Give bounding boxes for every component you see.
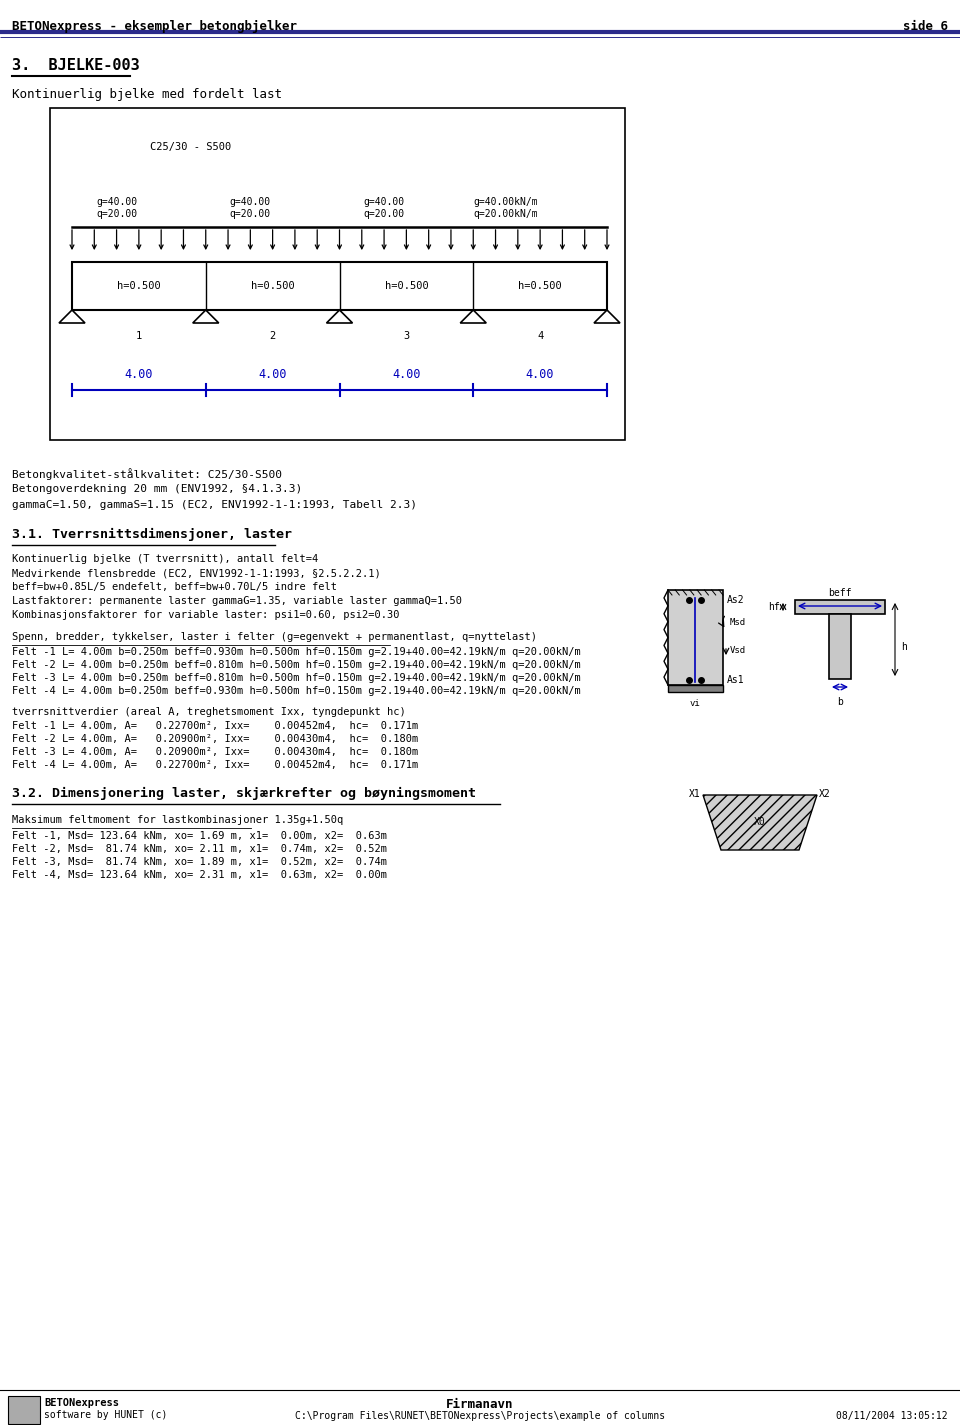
Text: vi: vi [689,700,701,708]
Text: g=40.00
q=20.00: g=40.00 q=20.00 [364,197,405,218]
Bar [8,1396,40,1424]
Text: Spenn, bredder, tykkelser, laster i felter (g=egenvekt + permanentlast, q=nyttel: Spenn, bredder, tykkelser, laster i felt… [12,633,537,643]
Text: 2: 2 [270,331,276,341]
Bar [829,614,851,678]
Text: beff: beff [828,589,852,598]
Text: Felt -2 L= 4.00m b=0.250m beff=0.810m h=0.500m hf=0.150m g=2.19+40.00=42.19kN/m : Felt -2 L= 4.00m b=0.250m beff=0.810m h=… [12,660,581,670]
Text: BETONexpress - eksempler betongbjelker: BETONexpress - eksempler betongbjelker [12,20,297,33]
Text: g=40.00
q=20.00: g=40.00 q=20.00 [96,197,137,218]
Polygon shape [59,311,85,323]
Text: BETONexpress: BETONexpress [44,1398,119,1408]
Text: Felt -1 L= 4.00m, A=   0.22700m², Ixx=    0.00452m4,  hc=  0.171m: Felt -1 L= 4.00m, A= 0.22700m², Ixx= 0.0… [12,721,419,731]
Text: 4.00: 4.00 [125,368,154,380]
Text: Felt -4, Msd= 123.64 kNm, xo= 2.31 m, x1=  0.63m, x2=  0.00m: Felt -4, Msd= 123.64 kNm, xo= 2.31 m, x1… [12,871,387,881]
Text: Kombinasjonsfaktorer for variable laster: psi1=0.60, psi2=0.30: Kombinasjonsfaktorer for variable laster… [12,610,399,620]
Text: 1: 1 [135,331,142,341]
Text: Felt -3 L= 4.00m b=0.250m beff=0.810m h=0.500m hf=0.150m g=2.19+40.00=42.19kN/m : Felt -3 L= 4.00m b=0.250m beff=0.810m h=… [12,673,581,683]
Text: Betongkvalitet-stålkvalitet: C25/30-S500: Betongkvalitet-stålkvalitet: C25/30-S500 [12,467,282,480]
Text: 3.1. Tverrsnittsdimensjoner, laster: 3.1. Tverrsnittsdimensjoner, laster [12,529,292,542]
Text: X1: X1 [689,789,701,799]
Text: 4.00: 4.00 [392,368,420,380]
Text: h=0.500: h=0.500 [518,281,562,291]
Text: beff=bw+0.85L/5 endefelt, beff=bw+0.70L/5 indre felt: beff=bw+0.85L/5 endefelt, beff=bw+0.70L/… [12,581,337,591]
Text: Kontinuerlig bjelke (T tverrsnitt), antall felt=4: Kontinuerlig bjelke (T tverrsnitt), anta… [12,554,319,564]
Text: Felt -1, Msd= 123.64 kNm, xo= 1.69 m, x1=  0.00m, x2=  0.63m: Felt -1, Msd= 123.64 kNm, xo= 1.69 m, x1… [12,831,387,841]
Bar [795,600,885,614]
Text: Msd: Msd [730,617,746,627]
Text: g=40.00
q=20.00: g=40.00 q=20.00 [229,197,271,218]
Text: Firmanavn: Firmanavn [446,1398,514,1411]
Text: h=0.500: h=0.500 [117,281,160,291]
Text: h: h [901,641,907,651]
Bar [668,685,723,693]
Bar [50,108,625,440]
Text: Lastfaktorer: permanente laster gammaG=1.35, variable laster gammaQ=1.50: Lastfaktorer: permanente laster gammaG=1… [12,596,462,606]
Polygon shape [703,795,817,849]
Text: Felt -1 L= 4.00m b=0.250m beff=0.930m h=0.500m hf=0.150m g=2.19+40.00=42.19kN/m : Felt -1 L= 4.00m b=0.250m beff=0.930m h=… [12,647,581,657]
Text: Kontinuerlig bjelke med fordelt last: Kontinuerlig bjelke med fordelt last [12,88,282,101]
Text: 3.2. Dimensjonering laster, skjærkrefter og bøyningsmoment: 3.2. Dimensjonering laster, skjærkrefter… [12,787,476,799]
Text: side 6: side 6 [903,20,948,33]
Text: h=0.500: h=0.500 [385,281,428,291]
Polygon shape [460,311,487,323]
Text: b: b [837,697,843,707]
Text: 4.00: 4.00 [526,368,554,380]
Text: g=40.00kN/m
q=20.00kN/m: g=40.00kN/m q=20.00kN/m [473,197,538,218]
Text: Vsd: Vsd [730,646,746,654]
Text: As2: As2 [727,596,745,606]
Text: software by HUNET (c): software by HUNET (c) [44,1409,167,1419]
Text: 4: 4 [537,331,543,341]
Text: Medvirkende flensbredde (EC2, ENV1992-1-1:1993, §2.5.2.2.1): Medvirkende flensbredde (EC2, ENV1992-1-… [12,569,381,579]
Text: Felt -3 L= 4.00m, A=   0.20900m², Ixx=    0.00430m4,  hc=  0.180m: Felt -3 L= 4.00m, A= 0.20900m², Ixx= 0.0… [12,747,419,757]
Polygon shape [594,311,620,323]
Text: Felt -4 L= 4.00m, A=   0.22700m², Ixx=    0.00452m4,  hc=  0.171m: Felt -4 L= 4.00m, A= 0.22700m², Ixx= 0.0… [12,760,419,770]
Text: hf: hf [768,601,780,611]
Text: Betongoverdekning 20 mm (ENV1992, §4.1.3.3): Betongoverdekning 20 mm (ENV1992, §4.1.3… [12,485,302,494]
Text: Felt -2 L= 4.00m, A=   0.20900m², Ixx=    0.00430m4,  hc=  0.180m: Felt -2 L= 4.00m, A= 0.20900m², Ixx= 0.0… [12,734,419,744]
Polygon shape [326,311,352,323]
Polygon shape [193,311,219,323]
Text: tverrsnittverdier (areal A, treghetsmoment Ixx, tyngdepunkt hc): tverrsnittverdier (areal A, treghetsmome… [12,707,406,717]
Text: Maksimum feltmoment for lastkombinasjoner 1.35g+1.50q: Maksimum feltmoment for lastkombinasjone… [12,815,344,825]
Text: Felt -3, Msd=  81.74 kNm, xo= 1.89 m, x1=  0.52m, x2=  0.74m: Felt -3, Msd= 81.74 kNm, xo= 1.89 m, x1=… [12,856,387,866]
Text: 4.00: 4.00 [258,368,287,380]
Text: 3: 3 [403,331,410,341]
Bar [668,590,723,685]
Bar [72,262,607,311]
Text: gammaC=1.50, gammaS=1.15 (EC2, ENV1992-1-1:1993, Tabell 2.3): gammaC=1.50, gammaS=1.15 (EC2, ENV1992-1… [12,500,417,510]
Text: X0: X0 [755,817,766,826]
Text: C:\Program Files\RUNET\BETONexpress\Projects\example of columns: C:\Program Files\RUNET\BETONexpress\Proj… [295,1411,665,1421]
Text: Felt -2, Msd=  81.74 kNm, xo= 2.11 m, x1=  0.74m, x2=  0.52m: Felt -2, Msd= 81.74 kNm, xo= 2.11 m, x1=… [12,844,387,854]
Text: 08/11/2004 13:05:12: 08/11/2004 13:05:12 [836,1411,948,1421]
Text: h=0.500: h=0.500 [251,281,295,291]
Text: X2: X2 [819,789,830,799]
Text: C25/30 - S500: C25/30 - S500 [150,142,231,152]
Text: Felt -4 L= 4.00m b=0.250m beff=0.930m h=0.500m hf=0.150m g=2.19+40.00=42.19kN/m : Felt -4 L= 4.00m b=0.250m beff=0.930m h=… [12,685,581,695]
Text: As1: As1 [727,675,745,685]
Text: 3.  BJELKE-003: 3. BJELKE-003 [12,58,140,73]
